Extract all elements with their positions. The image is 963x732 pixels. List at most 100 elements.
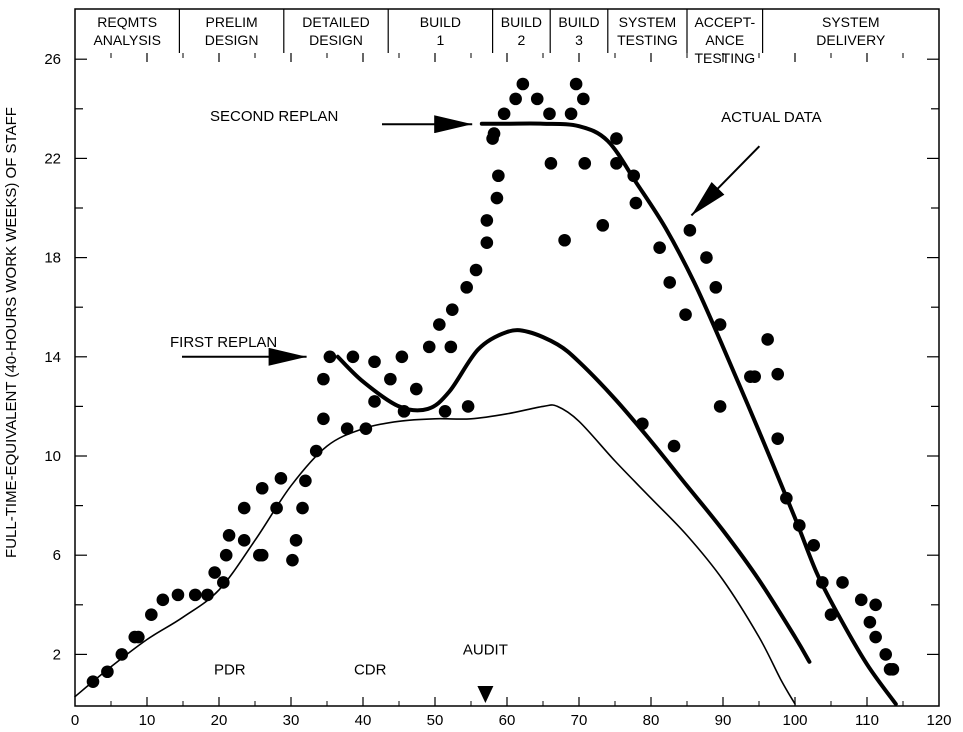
phase-label: REQMTS xyxy=(97,14,157,30)
data-point xyxy=(653,241,666,254)
x-tick-label: 100 xyxy=(782,712,807,729)
data-point xyxy=(596,219,610,232)
data-point xyxy=(460,281,473,294)
y-axis-label: FULL-TIME-EQUIVALENT (40-HOURS WORK WEEK… xyxy=(3,107,20,558)
data-point xyxy=(368,395,381,408)
data-point xyxy=(490,191,504,205)
data-point xyxy=(543,107,556,121)
data-point xyxy=(667,439,681,453)
data-point xyxy=(222,529,236,542)
audit-label: AUDIT xyxy=(463,641,508,658)
phase-label: BUILD xyxy=(501,14,542,30)
data-point xyxy=(368,355,381,369)
data-point xyxy=(444,340,458,354)
data-point xyxy=(836,576,849,589)
data-point xyxy=(217,576,230,589)
data-point xyxy=(317,372,330,386)
data-point xyxy=(663,276,677,289)
x-tick-label: 60 xyxy=(499,712,516,729)
data-point xyxy=(771,367,785,381)
data-point xyxy=(509,92,522,106)
data-point xyxy=(101,665,114,679)
phase-label: SYSTEM xyxy=(619,14,677,30)
x-tick-label: 0 xyxy=(71,712,79,729)
cdr-label: CDR xyxy=(354,661,387,678)
data-point xyxy=(115,648,129,661)
phase-label: DELIVERY xyxy=(816,32,886,48)
y-tick-label: 22 xyxy=(44,150,61,167)
data-point xyxy=(700,251,713,264)
annotations: SECOND REPLAN ACTUAL DATA FIRST REPLAN PDR C… xyxy=(170,108,822,703)
data-point xyxy=(824,608,838,622)
data-point xyxy=(359,422,373,436)
x-tick-label: 110 xyxy=(855,712,879,729)
phase-label: DESIGN xyxy=(309,32,363,48)
data-point xyxy=(145,608,158,622)
data-point xyxy=(610,132,623,145)
data-point xyxy=(480,214,494,227)
data-point xyxy=(569,77,583,91)
data-point xyxy=(384,372,397,386)
phase-label: SYSTEM xyxy=(822,14,880,30)
data-point xyxy=(469,263,483,277)
data-point xyxy=(346,350,360,364)
data-point xyxy=(558,233,571,247)
y-tick-label: 26 xyxy=(44,51,61,68)
original-plan-line xyxy=(74,404,796,705)
data-point xyxy=(208,566,221,579)
data-point xyxy=(683,224,697,237)
data-point xyxy=(237,534,251,547)
data-point xyxy=(748,370,761,383)
x-tick-label: 40 xyxy=(355,712,372,729)
phase-label: BUILD xyxy=(558,14,599,30)
data-point xyxy=(317,412,330,426)
second-replan-label: SECOND REPLAN xyxy=(210,108,338,125)
data-point xyxy=(422,340,436,354)
data-point xyxy=(516,77,530,91)
phase-label: TESTING xyxy=(617,32,678,48)
data-point xyxy=(132,630,145,644)
phase-label: ANALYSIS xyxy=(93,32,160,48)
data-point xyxy=(863,615,877,629)
phase-label: 2 xyxy=(518,32,526,48)
data-point xyxy=(761,333,774,346)
data-point xyxy=(709,281,723,294)
data-point xyxy=(409,382,423,396)
phase-label: BUILD xyxy=(420,14,461,30)
y-tick-label: 2 xyxy=(53,646,61,663)
series xyxy=(74,77,900,706)
actual-data-label: ACTUAL DATA xyxy=(721,109,822,126)
data-point xyxy=(610,157,623,170)
data-point xyxy=(480,236,494,250)
data-point xyxy=(219,548,233,562)
data-point xyxy=(156,593,170,607)
data-point xyxy=(255,481,269,495)
phase-header: REQMTS ANALYSIS PRELIM DESIGN DETAILED DESIGN… xyxy=(93,9,886,66)
x-tick-label: 10 xyxy=(139,712,156,729)
x-tick-label: 30 xyxy=(283,712,300,729)
y-tick-label: 14 xyxy=(44,349,61,366)
data-point xyxy=(492,169,505,183)
data-point xyxy=(713,318,727,331)
data-point xyxy=(274,472,288,485)
phase-label: DESIGN xyxy=(205,32,259,48)
data-point xyxy=(299,474,312,488)
data-point xyxy=(296,501,309,515)
x-tick-label: 50 xyxy=(427,712,444,729)
data-point xyxy=(461,400,475,413)
data-point xyxy=(564,107,578,121)
data-point xyxy=(886,662,900,676)
x-tick-label: 90 xyxy=(715,712,732,729)
data-point xyxy=(395,350,409,364)
phase-label: PRELIM xyxy=(206,14,258,30)
data-point xyxy=(255,548,269,562)
data-point xyxy=(438,405,452,418)
data-point xyxy=(237,501,251,515)
data-point xyxy=(771,432,785,445)
first-replan-label: FIRST REPLAN xyxy=(170,334,277,351)
data-point xyxy=(445,303,459,316)
x-tick-label: 20 xyxy=(211,712,228,729)
phase-label: 3 xyxy=(575,32,583,48)
